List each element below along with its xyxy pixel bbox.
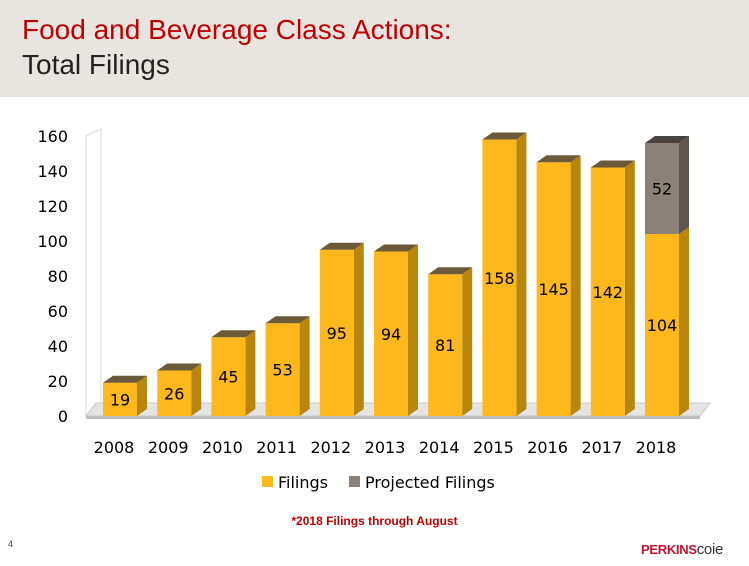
y-tick-label: 0 [58,407,68,426]
bar-top [428,267,473,275]
y-tick-label: 40 [48,337,68,356]
bar-top [157,363,202,371]
data-label: 81 [435,336,455,355]
bar-2010-filings [211,337,246,416]
bar-top [265,316,310,324]
bar-2015-filings [482,139,517,416]
data-label: 145 [538,280,569,299]
x-tick-label: 2013 [365,438,406,457]
data-label: 19 [110,390,130,409]
back-wall [85,128,102,417]
y-tick-label: 140 [37,162,68,181]
bar-2018-filings [645,234,679,416]
slide-header: Food and Beverage Class Actions: Total F… [0,0,749,97]
bar-2016-filings [536,162,571,416]
y-tick-label: 160 [37,127,68,146]
bar-top [319,242,364,250]
x-tick-label: 2009 [148,438,189,457]
data-label: 104 [647,316,678,335]
y-tick-label: 100 [37,232,68,251]
data-label: 52 [652,180,672,199]
slide-subtitle: Total Filings [22,49,170,80]
data-label: 26 [164,384,184,403]
bar-side [299,316,310,416]
bar-top [590,160,635,168]
x-tick-label: 2012 [310,438,351,457]
bar-side [191,363,202,416]
bar-side [516,132,527,416]
perkins-coie-logo: PERKINSCOIE [641,541,724,558]
x-tick-label: 2017 [581,438,622,457]
bar-top [374,244,418,252]
x-tick-label: 2018 [636,438,677,457]
data-label: 94 [381,325,401,344]
data-label: 53 [272,361,292,380]
bar-2011-filings [265,323,300,416]
bar-2012-filings [319,249,354,416]
bar-2013-filings [374,251,408,416]
bar-top [536,155,581,163]
floor-edge [86,416,700,419]
bar-side [408,244,418,416]
data-label: 95 [327,324,347,343]
y-tick-label: 20 [48,372,68,391]
x-tick-label: 2015 [473,438,514,457]
bar-side [245,330,256,416]
bar-side [679,227,689,416]
legend-label: Projected Filings [365,473,495,492]
legend-swatch [262,476,273,487]
x-tick-label: 2014 [419,438,460,457]
x-tick-label: 2008 [94,438,135,457]
slide-title: Food and Beverage Class Actions: [22,14,452,45]
bar-2014-filings [428,274,463,416]
bar-side [679,136,689,234]
bar-top [645,136,689,143]
x-tick-label: 2011 [256,438,297,457]
x-tick-label: 2010 [202,438,243,457]
bar-side [353,242,364,416]
page-number: 4 [8,539,14,549]
y-tick-label: 80 [48,267,68,286]
bar-2018-projected [645,143,679,234]
bar-2017-filings [590,167,625,416]
data-label: 158 [484,269,515,288]
bar-2008-filings [103,382,137,416]
y-tick-label: 60 [48,302,68,321]
footnote: *2018 Filings through August [291,514,458,528]
bar-side [624,160,635,416]
bar-side [462,267,473,416]
bar-2009-filings [157,370,192,416]
data-label: 142 [593,283,624,302]
y-tick-label: 120 [37,197,68,216]
bar-top [103,375,147,383]
bar-top [482,132,527,140]
bar-top [211,330,256,338]
data-label: 45 [218,368,238,387]
legend-label: Filings [278,473,328,492]
bar-side [137,375,147,416]
bar-side [570,155,581,416]
x-tick-label: 2016 [527,438,568,457]
legend-swatch [349,476,360,487]
